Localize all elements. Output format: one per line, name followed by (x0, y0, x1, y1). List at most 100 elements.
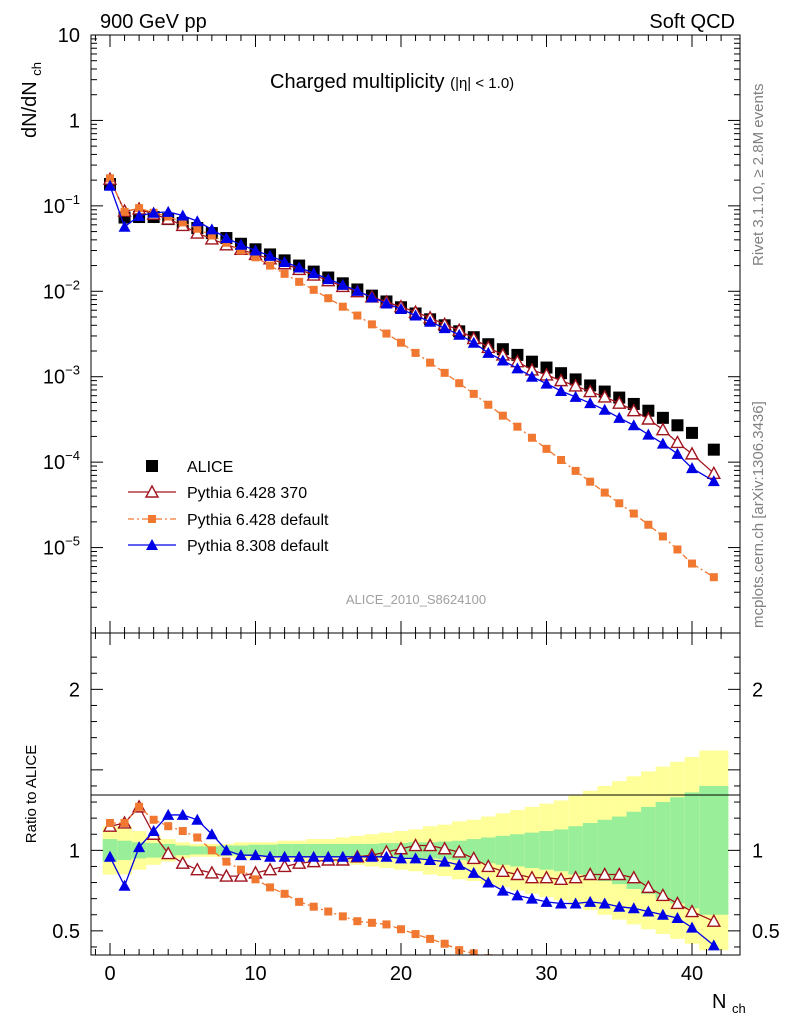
main-ytick-label-exp: −2 (65, 277, 80, 292)
main-ytick-label-exp: −1 (65, 192, 80, 207)
main-ytick-label-base: 10 (58, 25, 80, 47)
ratio-data-point (251, 875, 260, 884)
ratio-stat-band (655, 802, 671, 899)
ratio-stat-band (146, 843, 161, 858)
main-ytick-label: 10 (58, 25, 80, 47)
ratio-ytick-label: 0.5 (52, 921, 80, 943)
ratio-data-point (120, 818, 129, 827)
main-data-point (207, 231, 216, 240)
ratio-stat-band (291, 843, 307, 857)
header-left: 900 GeV pp (100, 11, 207, 33)
ratio-data-point (495, 863, 511, 877)
ratio-data-point (204, 865, 220, 879)
main-data-point (191, 215, 204, 227)
ratio-data-point (207, 846, 216, 855)
ratio-data-point (338, 912, 347, 921)
ratio-data-point (584, 895, 597, 907)
ratio-data-point (147, 825, 160, 837)
ratio-stat-band (539, 831, 554, 870)
main-data-point (367, 320, 376, 329)
main-data-point (686, 462, 698, 474)
main-data-point (309, 285, 318, 294)
main-ytick-label-base: 10 (43, 367, 65, 389)
main-data-point (251, 253, 260, 262)
main-data-point (205, 223, 218, 235)
ratio-stat-band (582, 822, 598, 878)
main-data-point (656, 437, 669, 449)
ratio-data-point (367, 918, 376, 927)
main-data-point (295, 277, 304, 286)
ratio-ytick-label-right: 0.5 (752, 921, 780, 943)
ratio-stat-band (553, 829, 569, 872)
ratio-data-point (426, 934, 435, 943)
ratio-stat-band (466, 839, 482, 862)
ratio-data-point (496, 884, 509, 896)
ratio-data-point (236, 865, 245, 874)
ratio-xlabel-text: N (712, 991, 726, 1013)
ratio-data-point (291, 855, 307, 869)
ratio-data-point (175, 855, 190, 869)
main-title: Charged multiplicity (|η| < 1.0) (270, 71, 514, 93)
main-data-point (135, 204, 144, 213)
main-data-point (438, 322, 451, 334)
ratio-data-point (511, 889, 524, 901)
ratio-data-point (613, 900, 626, 912)
main-data-point (642, 404, 655, 417)
ratio-data-point (411, 930, 420, 939)
ratio-data-point (106, 818, 114, 827)
main-data-point (133, 210, 146, 222)
main-panel: Charged multiplicity (|η| < 1.0) dN/dN c… (19, 25, 741, 634)
ratio-stat-band (597, 819, 612, 881)
ratio-data-point (133, 841, 146, 853)
main-data-point (586, 477, 595, 486)
ratio-stat-band (568, 826, 583, 875)
main-data-point (655, 422, 671, 436)
ratio-data-point (264, 850, 277, 862)
main-data-point (496, 354, 509, 366)
main-data-point (555, 385, 568, 397)
main-data-point (351, 284, 364, 296)
main-data-point (629, 509, 638, 518)
ratio-data-point (453, 858, 466, 870)
ratio-data-point (280, 889, 289, 898)
main-ytick-label-exp: −3 (65, 363, 80, 378)
side-label-rivet: Rivet 3.1.10, ≥ 2.8M events (750, 84, 767, 267)
main-ytick-label: 10−5 (43, 534, 80, 560)
ratio-stat-band (306, 843, 321, 857)
ratio-data-point (641, 879, 656, 894)
ratio-data-point (553, 871, 569, 886)
ratio-data-point (222, 857, 231, 866)
main-data-point (600, 488, 609, 497)
main-data-point (482, 346, 495, 358)
main-data-point (642, 428, 655, 440)
ratio-data-point (482, 876, 495, 888)
main-data-point (266, 261, 275, 270)
ratio-data-point (670, 896, 685, 910)
ratio-data-point (266, 883, 275, 892)
ratio-data-point (233, 868, 249, 882)
main-data-point (540, 377, 553, 389)
main-data-point (467, 336, 480, 348)
ratio-data-point (191, 813, 204, 825)
ratio-data-point (481, 858, 496, 873)
main-data-point (598, 403, 611, 415)
ratio-data-point (190, 862, 205, 876)
legend-label: ALICE (187, 459, 233, 476)
ratio-data-point (293, 850, 306, 862)
ratio-series-1 (106, 802, 493, 955)
ratio-data-point (219, 868, 234, 882)
ratio-data-point (249, 849, 262, 861)
ratio-data-point (135, 802, 144, 811)
ratio-stat-band (481, 837, 496, 864)
ratio-data-point (597, 867, 612, 881)
ratio-data-point (642, 905, 655, 917)
main-ytick-label: 1 (69, 110, 80, 132)
ratio-data-point (684, 904, 700, 918)
ratio-stat-band (510, 834, 525, 867)
ratio-data-point (365, 850, 378, 862)
ratio-stat-band (277, 843, 292, 857)
main-ylabel-text: dN/dN (19, 81, 41, 138)
main-data-point (424, 315, 437, 327)
main-data-point (380, 297, 393, 309)
